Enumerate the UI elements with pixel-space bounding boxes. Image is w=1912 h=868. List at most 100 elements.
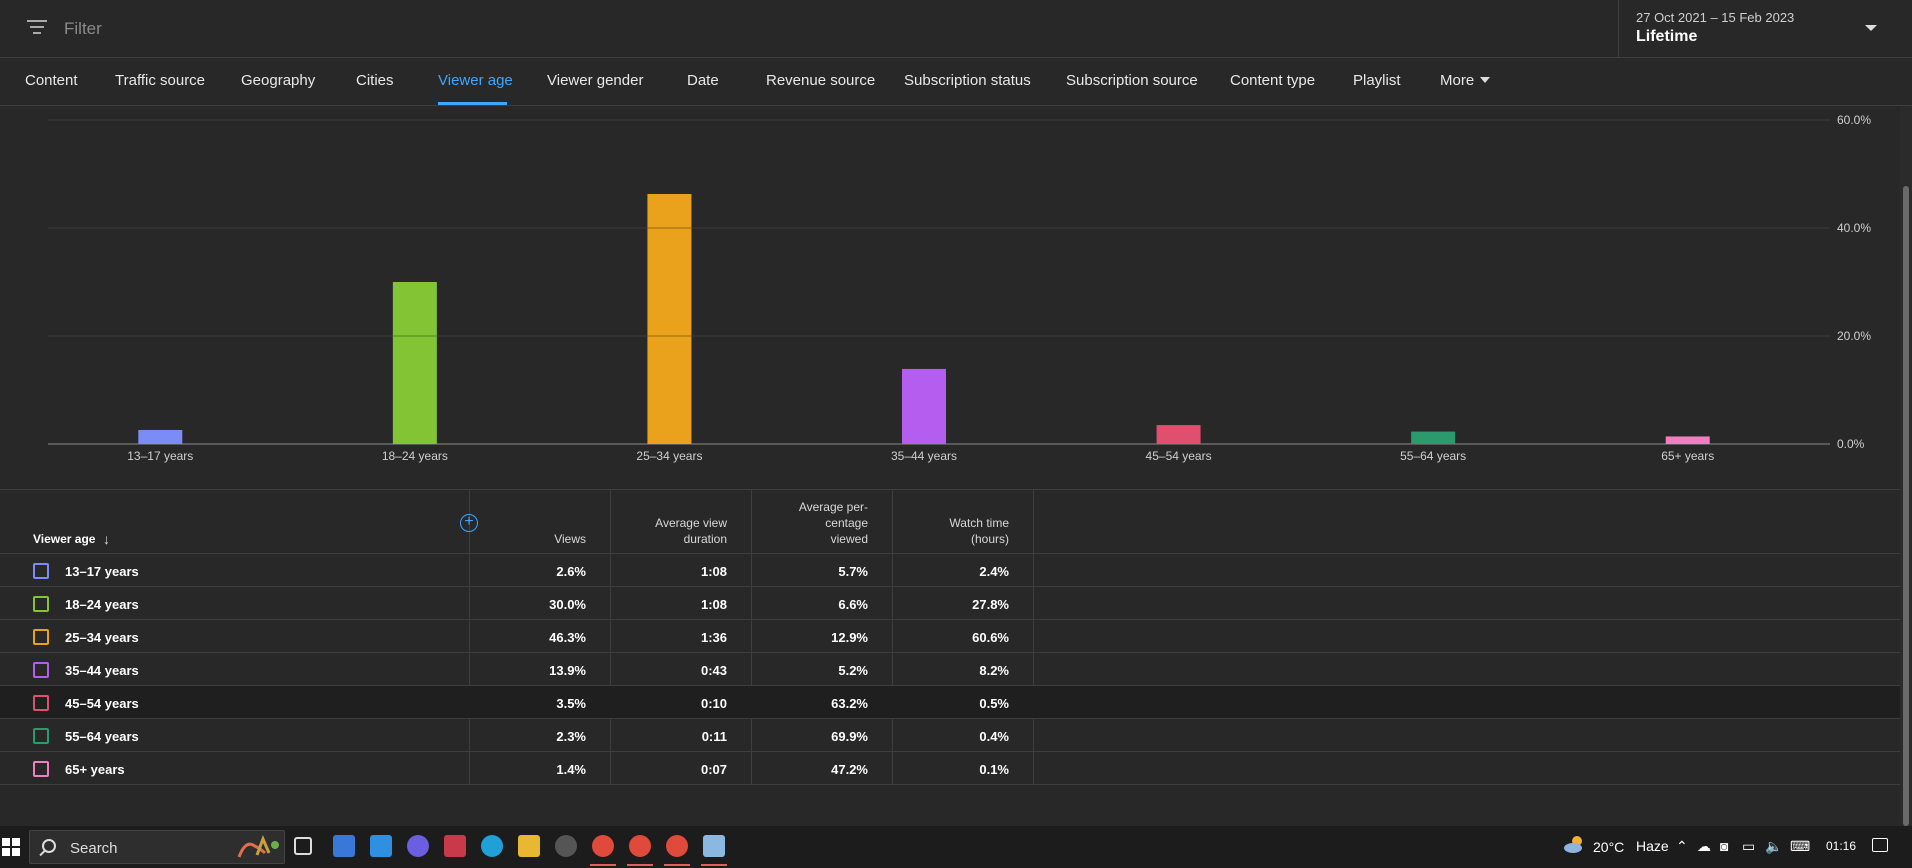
cell-avg-pct-viewed: 5.7%: [838, 564, 868, 579]
bar-25-34-years: [647, 193, 692, 444]
network-icon[interactable]: ▭: [1742, 838, 1756, 854]
column-divider: [1033, 490, 1034, 784]
chevron-up-icon[interactable]: ⌃: [1676, 838, 1688, 854]
sort-down-icon[interactable]: ↓: [103, 531, 110, 547]
cell-avg-view-duration: 0:10: [700, 696, 727, 711]
bar-65+-years: [1665, 436, 1710, 444]
column-header-watch-time[interactable]: Watch time (hours): [949, 516, 1009, 546]
column-header-avg-view-duration[interactable]: Average view duration: [655, 516, 727, 546]
tab-playlist[interactable]: Playlist: [1353, 72, 1401, 89]
tab-subscription-source[interactable]: Subscription source: [1066, 72, 1198, 89]
weather-condition[interactable]: Haze: [1636, 838, 1669, 854]
y-tick-label: 60.0%: [1837, 113, 1871, 127]
x-tick-label: 35–44 years: [891, 449, 957, 463]
notepad-app-icon[interactable]: [703, 835, 725, 857]
chrome-browser-icon[interactable]: [629, 835, 651, 857]
column-header-views[interactable]: Views: [554, 532, 586, 546]
cell-watch-time: 2.4%: [979, 564, 1009, 579]
series-toggle-checkbox[interactable]: [33, 563, 49, 579]
table-row[interactable]: 45–54 years 3.5% 0:10 63.2% 0.5%: [0, 685, 1900, 718]
bar-45-54-years: [1156, 425, 1201, 444]
table-row[interactable]: 25–34 years 46.3% 1:36 12.9% 60.6%: [0, 619, 1900, 652]
series-toggle-checkbox[interactable]: [33, 761, 49, 777]
filter-bar[interactable]: Filter: [0, 0, 1618, 58]
column-divider: [610, 490, 611, 784]
chrome-browser-icon[interactable]: [666, 835, 688, 857]
cell-avg-pct-viewed: 5.2%: [838, 663, 868, 678]
tab-viewer-gender[interactable]: Viewer gender: [547, 72, 644, 89]
office-app-icon[interactable]: [444, 835, 466, 857]
scrollbar-thumb[interactable]: [1903, 186, 1909, 826]
weather-temperature[interactable]: 20°C: [1593, 839, 1625, 855]
tab-content[interactable]: Content: [25, 72, 78, 89]
media-app-icon[interactable]: [407, 835, 429, 857]
search-label: Search: [70, 840, 118, 857]
table-row[interactable]: 35–44 years 13.9% 0:43 5.2% 8.2%: [0, 652, 1900, 685]
column-header-avg-percentage-viewed[interactable]: Average per- centage viewed: [798, 500, 868, 546]
row-label: 55–64 years: [65, 729, 139, 744]
notification-icon[interactable]: [1872, 838, 1888, 852]
camera-icon[interactable]: ◙: [1720, 838, 1729, 854]
series-toggle-checkbox[interactable]: [33, 662, 49, 678]
column-divider: [469, 490, 470, 784]
search-icon: [42, 839, 56, 853]
windows-taskbar: Search 20°C Haze ⌃ ☁ ◙ ▭: [0, 826, 1912, 868]
cell-views: 2.3%: [556, 729, 586, 744]
y-tick-label: 0.0%: [1837, 437, 1865, 451]
onedrive-icon[interactable]: ☁: [1697, 838, 1711, 854]
bar-55-64-years: [1411, 431, 1456, 444]
chrome-browser-icon[interactable]: [592, 835, 614, 857]
x-tick-label: 25–34 years: [636, 449, 702, 463]
tab-revenue-source[interactable]: Revenue source: [766, 72, 876, 89]
table-row[interactable]: 13–17 years 2.6% 1:08 5.7% 2.4%: [0, 553, 1900, 586]
date-range-label: Lifetime: [1636, 28, 1698, 45]
tab-more[interactable]: More: [1440, 72, 1475, 89]
table-row[interactable]: 55–64 years 2.3% 0:11 69.9% 0.4%: [0, 718, 1900, 751]
task-view-icon[interactable]: [294, 837, 312, 855]
mail-app-icon[interactable]: [370, 835, 392, 857]
table-row[interactable]: 65+ years 1.4% 0:07 47.2% 0.1%: [0, 751, 1900, 784]
keyboard-icon[interactable]: ⌨: [1790, 838, 1811, 854]
edge-browser-icon[interactable]: [481, 835, 503, 857]
row-label: 18–24 years: [65, 597, 139, 612]
chevron-down-icon[interactable]: [1865, 25, 1877, 31]
system-clock[interactable]: 01:16: [1826, 839, 1857, 853]
weather-icon[interactable]: [1563, 834, 1587, 854]
tab-traffic-source[interactable]: Traffic source: [115, 72, 206, 89]
series-toggle-checkbox[interactable]: [33, 596, 49, 612]
taskbar-search-box[interactable]: Search: [29, 830, 285, 864]
filter-icon[interactable]: [27, 20, 47, 36]
scrollbar[interactable]: [1900, 106, 1912, 826]
row-label: 45–54 years: [65, 696, 139, 711]
x-tick-label: 18–24 years: [382, 449, 448, 463]
bar-13-17-years: [138, 429, 183, 444]
series-toggle-checkbox[interactable]: [33, 629, 49, 645]
tab-geography[interactable]: Geography: [241, 72, 316, 89]
series-toggle-checkbox[interactable]: [33, 728, 49, 744]
row-label: 13–17 years: [65, 564, 139, 579]
tab-date[interactable]: Date: [687, 72, 719, 89]
add-metric-icon[interactable]: +: [460, 514, 478, 532]
volume-icon[interactable]: 🔈: [1765, 838, 1783, 854]
cell-views: 46.3%: [549, 630, 586, 645]
row-label: 25–34 years: [65, 630, 139, 645]
file-explorer-icon[interactable]: [518, 835, 540, 857]
store-app-icon[interactable]: [333, 835, 355, 857]
tab-subscription-status[interactable]: Subscription status: [904, 72, 1031, 89]
tab-viewer-age[interactable]: Viewer age: [438, 72, 513, 89]
windows-start-icon[interactable]: [2, 838, 20, 856]
more-caret-icon[interactable]: [1480, 77, 1490, 83]
table-row[interactable]: 18–24 years 30.0% 1:08 6.6% 27.8%: [0, 586, 1900, 619]
column-divider: [892, 490, 893, 784]
cell-avg-pct-viewed: 69.9%: [831, 729, 868, 744]
cell-avg-pct-viewed: 12.9%: [831, 630, 868, 645]
tab-content-type[interactable]: Content type: [1230, 72, 1316, 89]
clock-app-icon[interactable]: [555, 835, 577, 857]
app-running-indicator: [701, 864, 727, 866]
filter-input[interactable]: Filter: [64, 19, 102, 38]
column-header-viewer-age[interactable]: Viewer age: [33, 532, 96, 546]
series-toggle-checkbox[interactable]: [33, 695, 49, 711]
date-range-picker[interactable]: 27 Oct 2021 – 15 Feb 2023 Lifetime: [1618, 0, 1912, 58]
tab-cities[interactable]: Cities: [356, 72, 394, 89]
